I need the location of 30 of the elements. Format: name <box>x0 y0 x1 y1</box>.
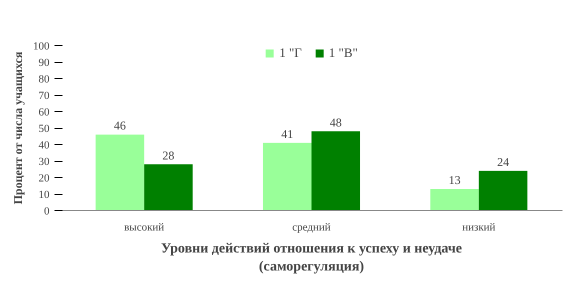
y-tick-label: 60 <box>38 106 50 118</box>
bar <box>144 164 193 210</box>
y-tick-label: 50 <box>38 123 50 135</box>
y-tick-label: 70 <box>38 90 50 102</box>
data-label: 13 <box>448 173 461 188</box>
y-tick-label: 20 <box>38 172 50 184</box>
bar <box>478 170 528 210</box>
bar <box>312 131 360 210</box>
y-tick-label: 0 <box>44 206 50 218</box>
x-axis-title: Уровни действий отношения к успеху и неудаче (саморегуляция) <box>161 242 462 274</box>
y-tick-label: 100 <box>33 40 50 52</box>
x-tick-label: средний <box>292 222 331 234</box>
y-axis-title: Процент от числа учащихся <box>11 51 25 204</box>
y-tick-label: 80 <box>38 74 50 86</box>
data-label: 46 <box>114 118 126 133</box>
y-tick-label: 40 <box>38 140 50 152</box>
bar <box>262 142 312 210</box>
data-label: 28 <box>162 148 174 162</box>
x-tick-label: низкий <box>462 222 496 234</box>
data-label: 41 <box>281 126 294 141</box>
y-tick-label: 90 <box>38 57 50 69</box>
legend-label: 1 "В" <box>328 45 358 61</box>
data-label: 48 <box>330 115 342 130</box>
y-tick-label: 10 <box>38 189 50 201</box>
x-tick-label: высокий <box>124 222 164 234</box>
y-tick-label: 30 <box>38 156 50 168</box>
bar <box>96 134 144 210</box>
legend-label: 1 "Г <box>279 45 302 61</box>
bar <box>430 189 479 210</box>
data-label: 24 <box>497 154 510 169</box>
